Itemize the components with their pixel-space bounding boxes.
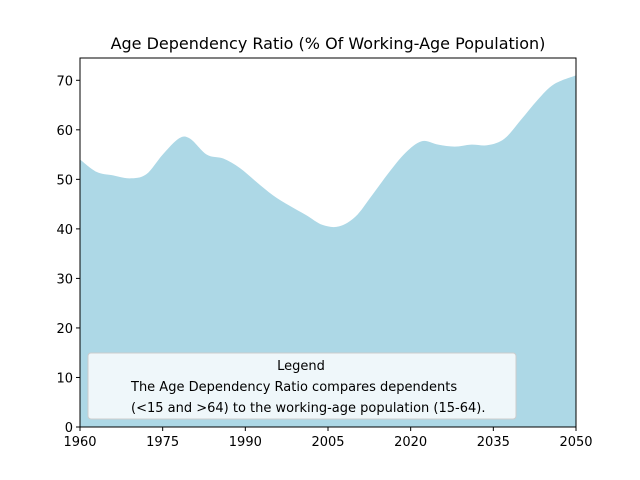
legend: Legend The Age Dependency Ratio compares… [87,352,517,420]
y-tick-label: 50 [56,173,73,188]
y-tick-label: 60 [56,124,73,139]
y-tick-label: 40 [56,223,73,238]
legend-box [87,352,517,420]
area-series [80,75,576,427]
plot-frame [79,57,577,428]
legend-title: Legend [277,359,325,374]
y-axis: 0 10 20 30 40 50 60 70 [56,74,80,436]
legend-line-1: The Age Dependency Ratio compares depend… [130,380,457,395]
x-tick-label: 2005 [311,435,344,450]
x-axis: 1960 1975 1990 2005 2020 2035 2050 [63,427,593,450]
x-tick-label: 2020 [394,435,427,450]
y-tick-label: 0 [65,421,73,436]
x-tick-label: 1960 [63,435,96,450]
y-tick-label: 30 [56,272,73,287]
y-tick-label: 20 [56,322,73,337]
x-tick-label: 1975 [146,435,179,450]
legend-line-2: (<15 and >64) to the working-age populat… [131,401,485,416]
x-tick-label: 1990 [229,435,262,450]
y-tick-label: 70 [56,74,73,89]
chart-title: Age Dependency Ratio (% Of Working-Age P… [111,34,546,53]
x-tick-label: 2035 [477,435,510,450]
x-tick-label: 2050 [559,435,592,450]
y-tick-label: 10 [56,371,73,386]
